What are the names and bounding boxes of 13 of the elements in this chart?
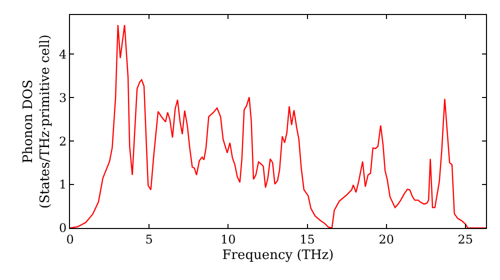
- line-series: [70, 24, 486, 228]
- x-axis-title: Frequency (THz): [222, 248, 334, 263]
- y-tick-label: 3: [58, 90, 67, 105]
- x-tick-label: 10: [220, 232, 236, 246]
- y-tick-label: 0: [58, 221, 67, 236]
- x-tick-label: 15: [300, 232, 315, 246]
- y-tick-label: 2: [58, 134, 67, 148]
- y-tick-label: 4: [58, 47, 67, 62]
- x-tick-label: 25: [458, 232, 474, 246]
- y-axis-title: Phonon DOS (States/THz·primitive cell): [21, 34, 53, 209]
- x-tick-label: 5: [145, 232, 153, 246]
- x-tick-label: 20: [378, 232, 394, 246]
- y-tick-label: 1: [58, 178, 67, 192]
